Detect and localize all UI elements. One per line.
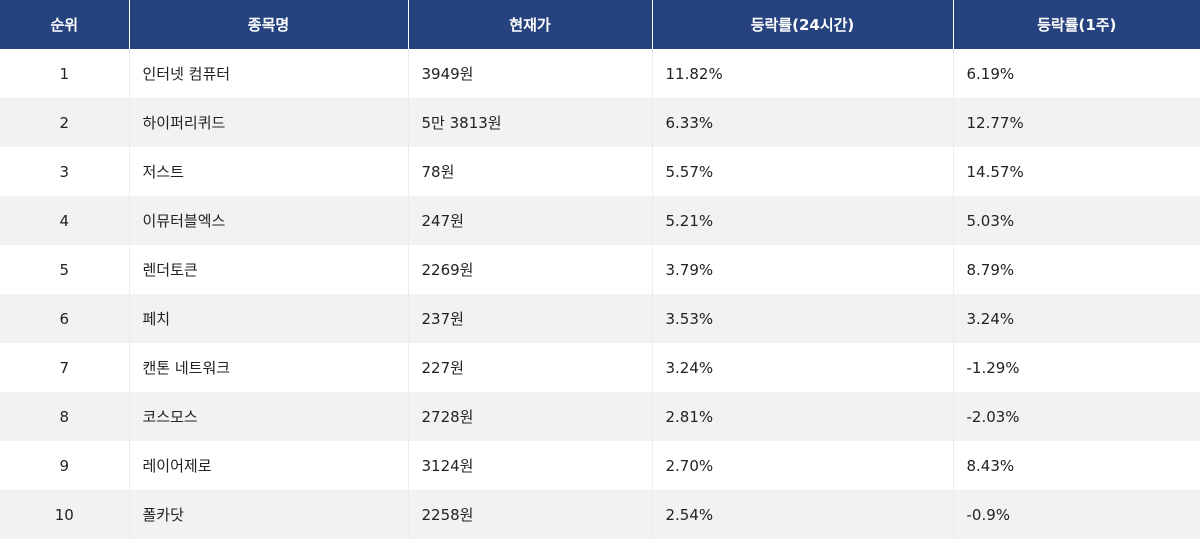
table-row: 8 코스모스 2728원 2.81% -2.03% [0,392,1200,441]
header-change-1w: 등락률(1주) [953,0,1200,49]
name-cell: 폴카닷 [129,490,409,539]
change-1w-cell: 6.19% [953,49,1200,98]
change-1w-cell: -0.9% [953,490,1200,539]
price-cell: 247원 [408,196,653,245]
header-change-24h: 등락률(24시간) [652,0,954,49]
price-cell: 5만 3813원 [408,98,653,147]
change-1w-cell: 3.24% [953,294,1200,343]
price-cell: 2258원 [408,490,653,539]
rank-cell: 7 [0,343,130,392]
change-24h-cell: 2.81% [652,392,954,441]
change-1w-cell: 5.03% [953,196,1200,245]
change-24h-cell: 5.57% [652,147,954,196]
rank-cell: 4 [0,196,130,245]
table-header: 순위 종목명 현재가 등락률(24시간) 등락률(1주) [0,0,1200,49]
change-24h-cell: 3.53% [652,294,954,343]
name-cell: 레이어제로 [129,441,409,490]
table-row: 3 저스트 78원 5.57% 14.57% [0,147,1200,196]
change-1w-cell: 14.57% [953,147,1200,196]
change-1w-cell: 12.77% [953,98,1200,147]
change-1w-cell: -1.29% [953,343,1200,392]
table-row: 9 레이어제로 3124원 2.70% 8.43% [0,441,1200,490]
price-cell: 2269원 [408,245,653,294]
name-cell: 렌더토큰 [129,245,409,294]
change-24h-cell: 5.21% [652,196,954,245]
name-cell: 페치 [129,294,409,343]
rank-cell: 2 [0,98,130,147]
price-cell: 227원 [408,343,653,392]
change-24h-cell: 2.70% [652,441,954,490]
rank-cell: 1 [0,49,130,98]
name-cell: 캔톤 네트워크 [129,343,409,392]
name-cell: 이뮤터블엑스 [129,196,409,245]
price-cell: 3124원 [408,441,653,490]
change-24h-cell: 3.24% [652,343,954,392]
rank-cell: 8 [0,392,130,441]
change-1w-cell: 8.43% [953,441,1200,490]
header-rank: 순위 [0,0,130,49]
name-cell: 저스트 [129,147,409,196]
price-cell: 237원 [408,294,653,343]
table-row: 2 하이퍼리퀴드 5만 3813원 6.33% 12.77% [0,98,1200,147]
change-24h-cell: 6.33% [652,98,954,147]
change-24h-cell: 11.82% [652,49,954,98]
name-cell: 하이퍼리퀴드 [129,98,409,147]
header-row: 순위 종목명 현재가 등락률(24시간) 등락률(1주) [0,0,1200,49]
table-row: 4 이뮤터블엑스 247원 5.21% 5.03% [0,196,1200,245]
price-cell: 3949원 [408,49,653,98]
rank-cell: 3 [0,147,130,196]
table-row: 7 캔톤 네트워크 227원 3.24% -1.29% [0,343,1200,392]
header-name: 종목명 [129,0,409,49]
price-cell: 78원 [408,147,653,196]
table-row: 6 페치 237원 3.53% 3.24% [0,294,1200,343]
price-cell: 2728원 [408,392,653,441]
table-body: 1 인터넷 컴퓨터 3949원 11.82% 6.19% 2 하이퍼리퀴드 5만… [0,49,1200,539]
table-row: 5 렌더토큰 2269원 3.79% 8.79% [0,245,1200,294]
change-24h-cell: 2.54% [652,490,954,539]
rank-cell: 9 [0,441,130,490]
header-price: 현재가 [408,0,653,49]
rank-cell: 6 [0,294,130,343]
name-cell: 인터넷 컴퓨터 [129,49,409,98]
rank-cell: 10 [0,490,130,539]
rank-cell: 5 [0,245,130,294]
table-row: 10 폴카닷 2258원 2.54% -0.9% [0,490,1200,539]
table-row: 1 인터넷 컴퓨터 3949원 11.82% 6.19% [0,49,1200,98]
change-1w-cell: -2.03% [953,392,1200,441]
name-cell: 코스모스 [129,392,409,441]
change-24h-cell: 3.79% [652,245,954,294]
change-1w-cell: 8.79% [953,245,1200,294]
